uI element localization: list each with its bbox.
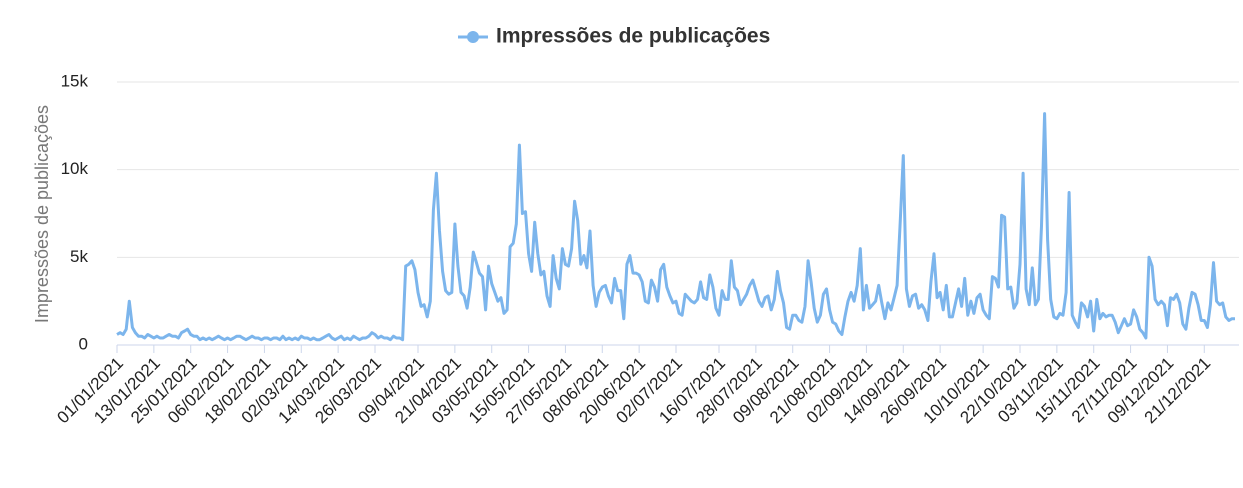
y-tick-label: 0 bbox=[79, 334, 88, 353]
legend-item: Impressões de publicações bbox=[458, 25, 770, 48]
y-axis-title: Impressões de publicações bbox=[32, 105, 52, 323]
series-line bbox=[116, 112, 1235, 342]
legend-marker bbox=[467, 31, 479, 43]
y-tick-label: 15k bbox=[61, 71, 89, 90]
y-tick-label: 5k bbox=[70, 247, 88, 266]
legend-label: Impressões de publicações bbox=[496, 25, 770, 48]
y-tick-label: 10k bbox=[61, 159, 89, 178]
